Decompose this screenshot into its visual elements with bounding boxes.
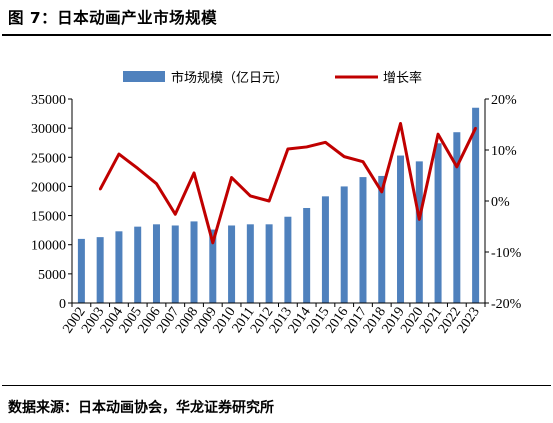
bar-2020: [415, 161, 423, 303]
bar-2012: [265, 224, 273, 303]
growth-point-2010: [230, 176, 233, 179]
growth-point-2019: [399, 122, 402, 125]
growth-point-2022: [455, 165, 459, 169]
growth-point-2007: [174, 213, 177, 216]
bar-2014: [303, 207, 311, 303]
source-note: 数据来源：日本动画协会，华龙证券研究所: [8, 400, 274, 416]
right-tick-label: -20%: [491, 297, 522, 312]
bar-2013: [284, 216, 292, 303]
bar-2019: [397, 155, 405, 303]
title-rule: [2, 34, 551, 36]
bar-2006: [152, 224, 160, 303]
line-series: [98, 121, 477, 245]
chart-axes: 0 5000 10000 15000 20000 25000 30000 35000 -20% -…: [31, 93, 522, 336]
growth-point-2015: [324, 141, 327, 144]
bar-2011: [246, 224, 254, 303]
left-tick-label: 20000: [31, 180, 66, 195]
bar-2023: [472, 107, 480, 304]
left-tick-label: 35000: [31, 93, 66, 108]
growth-point-2018: [380, 190, 383, 194]
bar-2005: [134, 226, 142, 303]
legend-bar-swatch: [123, 71, 165, 82]
figure-title: 图 7：日本动画产业市场规模: [8, 9, 218, 27]
bar-2008: [190, 221, 198, 303]
bar-2016: [340, 186, 348, 303]
growth-point-2008: [192, 171, 196, 175]
growth-point-2011: [249, 194, 252, 198]
growth-point-2023: [474, 126, 477, 130]
bar-2017: [359, 177, 367, 303]
bar-2010: [228, 225, 236, 303]
legend-bar-label: 市场规模（亿日元）: [171, 70, 288, 86]
bar-series: [77, 107, 480, 304]
growth-point-2020: [418, 218, 421, 221]
left-tick-label: 10000: [31, 239, 66, 254]
growth-point-2004: [117, 152, 121, 156]
growth-point-2021: [436, 132, 440, 136]
left-tick-label: 25000: [31, 151, 66, 166]
growth-point-2014: [305, 145, 308, 149]
bar-2007: [171, 225, 179, 303]
growth-point-2003: [98, 188, 102, 191]
bar-2021: [434, 143, 442, 303]
bar-2015: [321, 196, 329, 303]
source-rule: [2, 385, 551, 386]
bar-2009: [209, 229, 217, 303]
left-tick-label: 5000: [38, 268, 66, 283]
growth-point-2016: [343, 155, 346, 158]
growth-point-2017: [361, 160, 365, 163]
x-tick-label: 2023: [455, 305, 483, 337]
legend-line-label: 增长率: [383, 70, 422, 86]
left-tick-label: 15000: [31, 210, 66, 225]
bar-2003: [96, 237, 104, 303]
left-tick-label: 30000: [31, 122, 66, 137]
right-tick-label: -10%: [491, 246, 522, 261]
right-tick-label: 0%: [491, 195, 510, 210]
bar-2002: [77, 238, 85, 303]
bar-2018: [378, 175, 386, 303]
left-tick-label: 0: [59, 297, 66, 312]
growth-point-2013: [286, 147, 290, 151]
growth-point-2005: [136, 167, 139, 170]
right-tick-label: 20%: [491, 93, 517, 108]
growth-point-2009: [211, 241, 214, 245]
right-tick-label: 10%: [491, 144, 517, 159]
growth-point-2012: [267, 199, 271, 203]
growth-point-2006: [155, 182, 158, 185]
chart-legend: 市场规模（亿日元） 增长率: [123, 70, 422, 86]
bar-2022: [453, 132, 461, 303]
bar-2004: [115, 231, 123, 303]
